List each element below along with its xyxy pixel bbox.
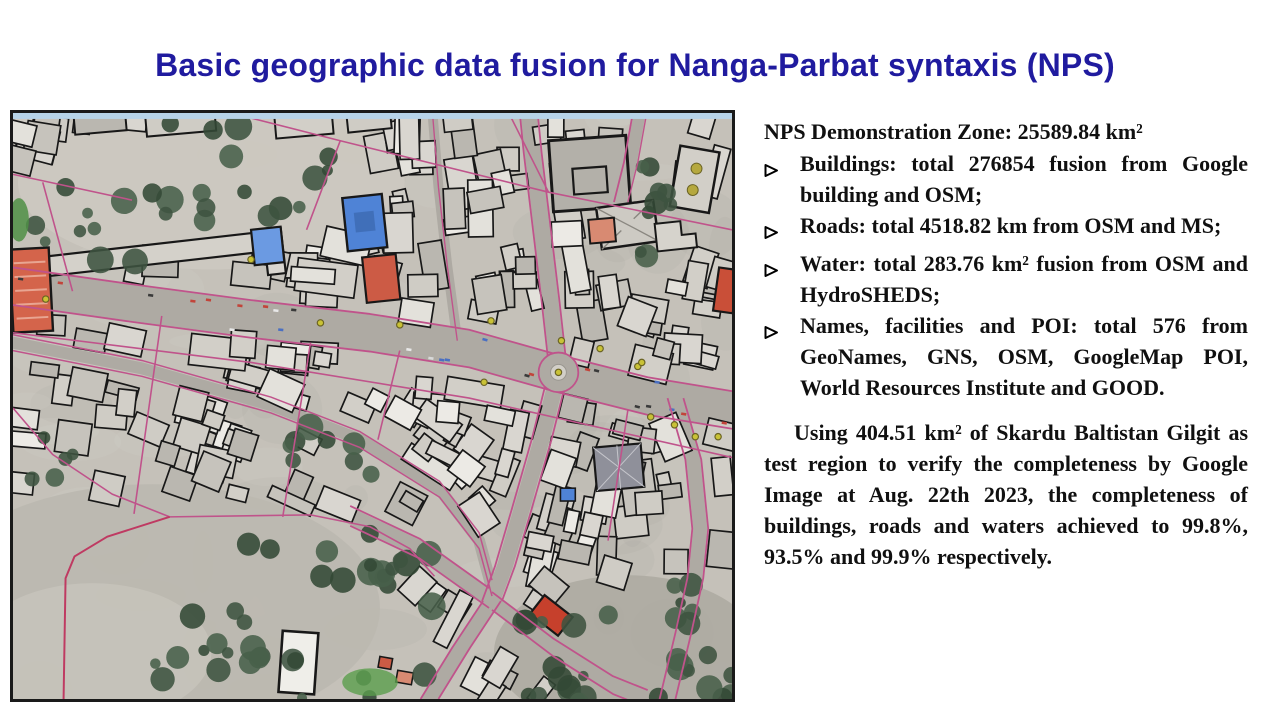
bullet-arrow-icon: [764, 148, 800, 186]
satellite-map: [10, 110, 735, 702]
list-item: Water: total 283.76 km² fusion from OSM …: [764, 248, 1248, 310]
stats-panel: NPS Demonstration Zone: 25589.84 km² Bui…: [764, 116, 1248, 572]
bullet-arrow-icon: [764, 210, 800, 248]
list-item: Buildings: total 276854 fusion from Goog…: [764, 148, 1248, 210]
bullet-text: Buildings: total 276854 fusion from Goog…: [800, 151, 1248, 207]
summary-paragraph: Using 404.51 km² of Skardu Baltistan Gil…: [764, 420, 1248, 569]
list-item: Roads: total 4518.82 km from OSM and MS;: [764, 210, 1248, 248]
list-item: Names, facilities and POI: total 576 fro…: [764, 310, 1248, 403]
satellite-map-canvas: [13, 113, 732, 699]
bullet-arrow-icon: [764, 310, 800, 348]
bullet-text: Names, facilities and POI: total 576 fro…: [800, 313, 1248, 400]
zone-heading: NPS Demonstration Zone: 25589.84 km²: [764, 119, 1143, 144]
bullet-text: Roads: total 4518.82 km from OSM and MS;: [800, 213, 1222, 238]
slide-title: Basic geographic data fusion for Nanga-P…: [155, 47, 1115, 84]
stats-list: Buildings: total 276854 fusion from Goog…: [764, 148, 1248, 403]
bullet-arrow-icon: [764, 248, 800, 286]
bullet-text: Water: total 283.76 km² fusion from OSM …: [800, 251, 1248, 307]
